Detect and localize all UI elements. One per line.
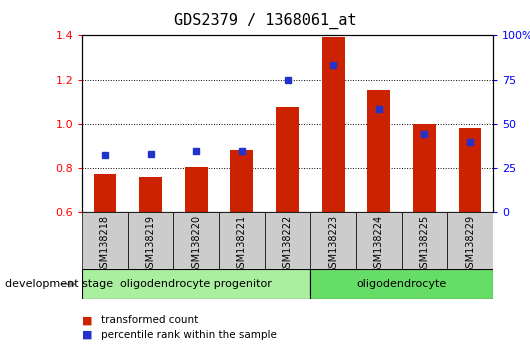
Bar [231, 150, 253, 212]
Bar [356, 212, 402, 269]
Bar [311, 212, 356, 269]
Text: GSM138225: GSM138225 [419, 215, 429, 274]
Text: GSM138224: GSM138224 [374, 215, 384, 274]
Text: oligodendrocyte progenitor: oligodendrocyte progenitor [120, 279, 272, 289]
Text: GSM138223: GSM138223 [328, 215, 338, 274]
Text: GSM138218: GSM138218 [100, 215, 110, 274]
Text: GSM138229: GSM138229 [465, 215, 475, 274]
Bar [402, 212, 447, 269]
Bar [276, 107, 299, 212]
Bar [367, 90, 390, 212]
Bar [82, 269, 311, 299]
Bar [128, 212, 173, 269]
Text: GSM138219: GSM138219 [146, 215, 156, 274]
Bar [173, 212, 219, 269]
Text: GSM138222: GSM138222 [282, 215, 293, 274]
Text: ■: ■ [82, 315, 93, 325]
Bar [139, 177, 162, 212]
Bar [82, 212, 128, 269]
Text: percentile rank within the sample: percentile rank within the sample [101, 330, 277, 339]
Bar [458, 129, 481, 212]
Bar [447, 212, 493, 269]
Bar [185, 167, 208, 212]
Bar [413, 124, 436, 212]
Text: GSM138221: GSM138221 [237, 215, 247, 274]
Text: ■: ■ [82, 330, 93, 339]
Bar [311, 269, 493, 299]
Text: oligodendrocyte: oligodendrocyte [357, 279, 447, 289]
Text: development stage: development stage [5, 279, 113, 289]
Bar [219, 212, 264, 269]
Text: GSM138220: GSM138220 [191, 215, 201, 274]
Bar [322, 36, 344, 212]
Text: GDS2379 / 1368061_at: GDS2379 / 1368061_at [174, 12, 356, 29]
Bar [264, 212, 311, 269]
Bar [94, 174, 117, 212]
Text: transformed count: transformed count [101, 315, 198, 325]
